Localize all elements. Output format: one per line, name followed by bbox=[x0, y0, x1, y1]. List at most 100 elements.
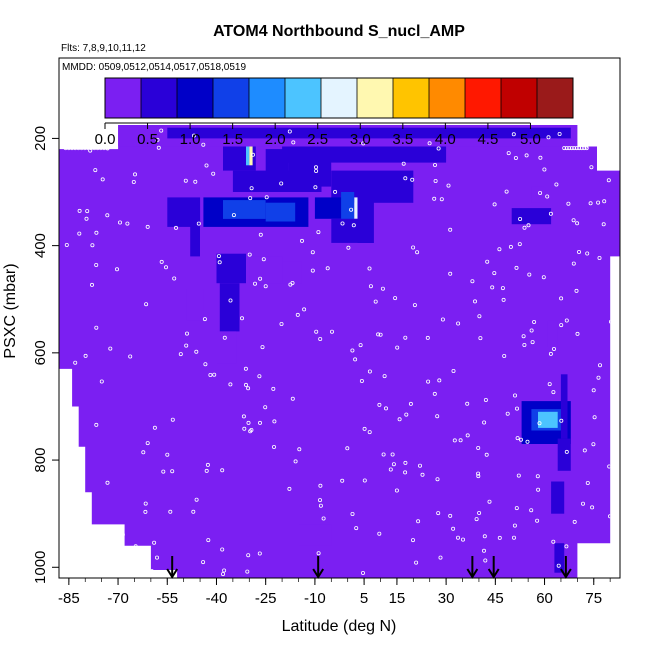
sample-point bbox=[472, 299, 477, 304]
colorbar-swatch bbox=[249, 78, 286, 118]
sample-point bbox=[163, 265, 168, 270]
sample-point bbox=[584, 146, 589, 151]
sample-point bbox=[340, 221, 345, 226]
sample-point bbox=[211, 171, 216, 176]
sample-point bbox=[476, 471, 481, 476]
sample-point bbox=[552, 346, 557, 351]
heatmap-cell bbox=[354, 197, 358, 219]
sample-point bbox=[299, 238, 304, 243]
sample-point bbox=[572, 519, 577, 524]
sample-point bbox=[432, 162, 437, 167]
sample-point bbox=[436, 146, 441, 151]
sample-point bbox=[302, 307, 307, 312]
sample-point bbox=[279, 181, 284, 186]
sample-point bbox=[529, 328, 534, 333]
sample-point bbox=[588, 201, 593, 206]
sample-point bbox=[208, 372, 213, 377]
sample-point bbox=[104, 535, 109, 540]
sample-point bbox=[361, 141, 366, 146]
flight-arrow bbox=[166, 556, 179, 579]
sample-point bbox=[492, 202, 497, 207]
sample-point bbox=[524, 153, 529, 158]
dates-label: MMDD: 0509,0512,0514,0517,0518,0519 bbox=[62, 62, 246, 73]
sample-point bbox=[194, 349, 199, 354]
sample-point bbox=[362, 426, 367, 431]
sample-point bbox=[257, 374, 262, 379]
x-tick-label: -70 bbox=[107, 590, 129, 607]
sample-point bbox=[258, 232, 263, 237]
sample-point bbox=[476, 445, 481, 450]
sample-point bbox=[367, 430, 372, 435]
sample-point bbox=[367, 369, 372, 374]
y-tick-label: 1000 bbox=[32, 551, 49, 584]
sample-point bbox=[316, 230, 321, 235]
sample-point bbox=[532, 319, 537, 324]
sample-point bbox=[415, 250, 420, 255]
sample-point bbox=[194, 497, 199, 502]
sample-point bbox=[206, 538, 211, 543]
sample-point bbox=[66, 482, 71, 487]
sample-point bbox=[246, 553, 251, 558]
colorbar-swatch bbox=[357, 78, 394, 118]
heatmap-cell bbox=[186, 288, 204, 321]
sample-point bbox=[382, 374, 387, 379]
sample-point bbox=[596, 200, 601, 205]
sample-point bbox=[115, 267, 120, 272]
sample-point bbox=[93, 168, 98, 173]
sample-point bbox=[73, 428, 78, 433]
sample-point bbox=[414, 560, 419, 565]
sample-point bbox=[395, 345, 400, 350]
sample-point bbox=[261, 257, 266, 262]
sample-point bbox=[358, 343, 363, 348]
sample-point bbox=[574, 288, 579, 293]
sample-point bbox=[439, 197, 444, 202]
heatmap-cell bbox=[531, 186, 545, 203]
sample-point bbox=[272, 419, 277, 424]
sample-point bbox=[220, 547, 225, 552]
sample-point bbox=[170, 417, 175, 422]
sample-point bbox=[403, 460, 408, 465]
sample-point bbox=[502, 353, 507, 358]
sample-point bbox=[606, 178, 611, 183]
colorbar-swatch bbox=[501, 78, 538, 118]
sample-point bbox=[521, 334, 526, 339]
sample-point bbox=[506, 151, 511, 156]
sample-point bbox=[542, 167, 547, 172]
sample-point bbox=[577, 249, 582, 254]
sample-point bbox=[487, 499, 492, 504]
colorbar-tick-label: 3.0 bbox=[350, 131, 371, 148]
sample-point bbox=[446, 183, 451, 188]
sample-point bbox=[263, 405, 268, 410]
sample-point bbox=[513, 393, 518, 398]
sample-point bbox=[154, 555, 159, 560]
sample-point bbox=[109, 541, 114, 546]
sample-point bbox=[380, 286, 385, 291]
sample-point bbox=[529, 508, 534, 513]
sample-point bbox=[585, 480, 590, 485]
sample-point bbox=[575, 221, 580, 226]
heatmap-cell bbox=[314, 197, 345, 219]
sample-point bbox=[248, 196, 253, 201]
sample-point bbox=[512, 523, 517, 528]
colorbar-tick-label: 4.5 bbox=[477, 131, 498, 148]
sample-point bbox=[378, 332, 383, 337]
sample-point bbox=[143, 509, 148, 514]
heatmap-cell bbox=[190, 224, 200, 257]
colorbar-swatch bbox=[105, 78, 142, 118]
sample-point bbox=[403, 470, 408, 475]
heatmap-cell bbox=[538, 411, 558, 428]
sample-point bbox=[501, 297, 506, 302]
sample-point bbox=[460, 537, 465, 542]
sample-point bbox=[125, 221, 130, 226]
sample-point bbox=[117, 554, 122, 559]
sample-point bbox=[287, 129, 292, 134]
sample-point bbox=[293, 459, 298, 464]
sample-point bbox=[548, 211, 553, 216]
colorbar-swatch bbox=[141, 78, 178, 118]
sample-point bbox=[155, 137, 160, 142]
sample-point bbox=[91, 533, 96, 538]
plot-frame bbox=[58, 57, 621, 579]
sample-point bbox=[582, 146, 587, 151]
sample-point bbox=[83, 353, 88, 358]
